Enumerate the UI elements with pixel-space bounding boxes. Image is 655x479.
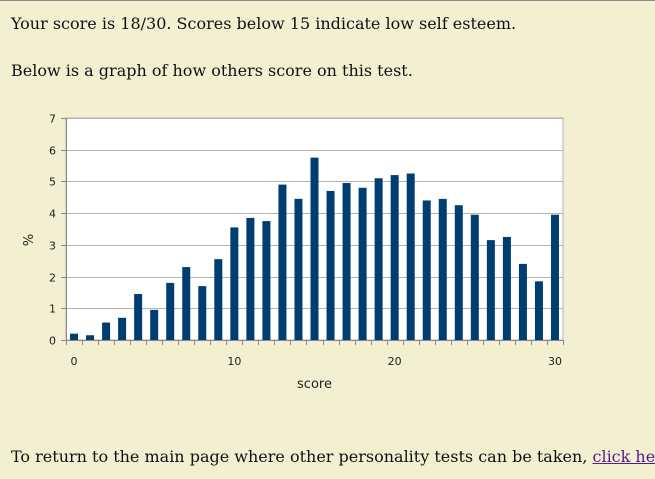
footer-prefix: To return to the main page where other p… — [11, 447, 593, 466]
y-tick-label: 5 — [49, 176, 56, 189]
bar — [102, 322, 111, 340]
score-distribution-chart: 0 1 2 3 4 5 6 7 0 10 20 30 score% — [0, 1, 655, 421]
bar — [230, 227, 239, 340]
bar — [470, 214, 479, 340]
x-tick-label: 0 — [71, 355, 78, 368]
bar — [214, 259, 223, 340]
bar — [198, 286, 207, 340]
y-tick-label: 4 — [49, 208, 56, 221]
bar — [246, 217, 255, 340]
y-tick-label: 7 — [49, 113, 56, 126]
main-page-link[interactable]: click here — [592, 447, 655, 466]
y-tick-label: 1 — [49, 303, 56, 316]
bar — [182, 267, 191, 340]
y-tick-label: 0 — [49, 335, 56, 348]
graph-intro-text: Below is a graph of how others score on … — [11, 61, 413, 80]
bar — [326, 190, 335, 340]
bar — [310, 157, 319, 340]
y-tick-label: 6 — [49, 145, 56, 158]
bar — [86, 335, 95, 340]
bar — [118, 317, 127, 340]
y-tick-label: 2 — [49, 272, 56, 285]
bar — [358, 187, 367, 340]
bar — [502, 236, 511, 340]
bar — [534, 281, 543, 340]
bar — [422, 200, 431, 340]
bar — [342, 183, 351, 340]
bar — [454, 205, 463, 340]
bar — [294, 198, 303, 340]
bar — [486, 240, 495, 340]
bar — [374, 178, 383, 340]
x-tick-label: 10 — [227, 355, 241, 368]
bar — [70, 333, 79, 340]
x-axis-label: score — [297, 377, 332, 392]
x-tick-label: 20 — [388, 355, 402, 368]
bar — [166, 282, 175, 340]
bar — [438, 198, 447, 340]
bar — [518, 263, 527, 340]
score-text: Your score is 18/30. Scores below 15 ind… — [11, 14, 517, 33]
x-tick-label: 30 — [548, 355, 562, 368]
footer-text: To return to the main page where other p… — [11, 447, 655, 467]
y-tick-label: 3 — [49, 240, 56, 253]
bar — [406, 173, 415, 340]
chart-svg: 0 1 2 3 4 5 6 7 0 10 20 30 score% — [22, 113, 564, 392]
bar — [550, 214, 559, 340]
bar — [262, 221, 271, 340]
bar — [150, 309, 159, 340]
y-axis-label: % — [22, 234, 37, 246]
bar — [390, 175, 399, 340]
bar — [278, 184, 287, 340]
bar — [134, 294, 143, 340]
